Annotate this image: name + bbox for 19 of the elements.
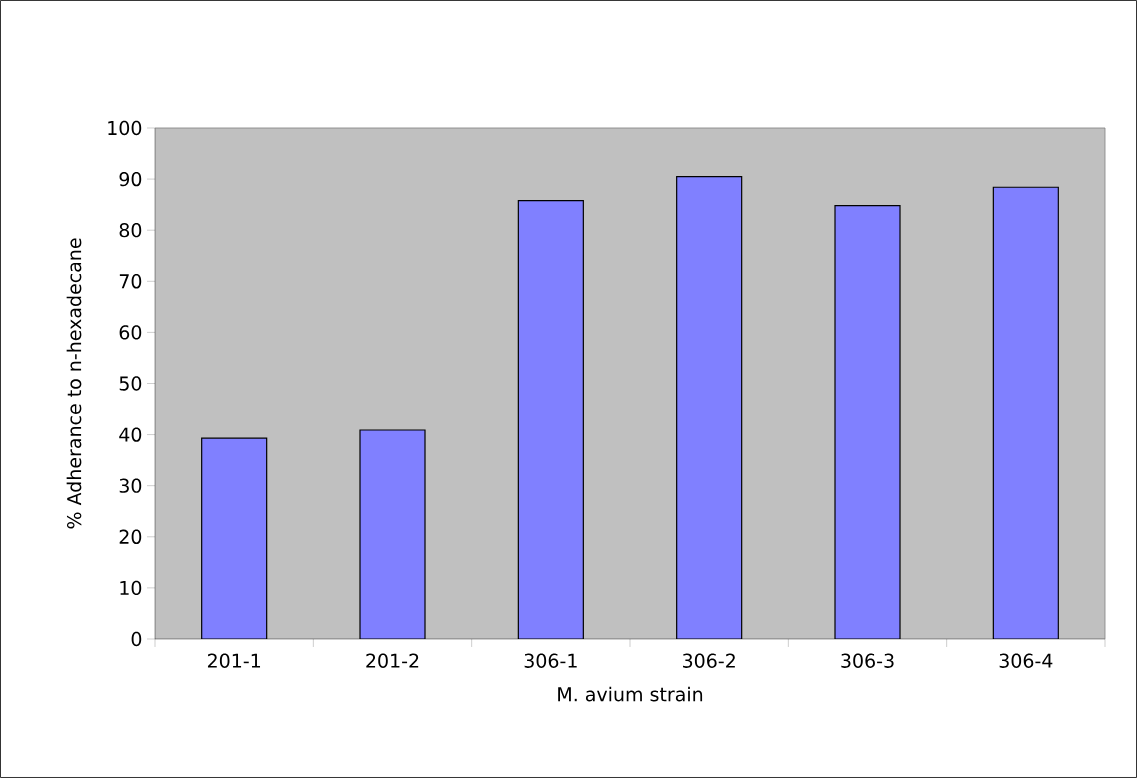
y-tick-label: 0 bbox=[131, 631, 142, 647]
x-tick-label: 306-2 bbox=[683, 653, 735, 668]
x-tick-label: 201-1 bbox=[207, 653, 261, 668]
x-tick-label: 306-4 bbox=[999, 653, 1053, 668]
y-tick-label: 100 bbox=[108, 120, 142, 136]
x-tick-label: 201-2 bbox=[366, 653, 419, 668]
y-tick-label: 60 bbox=[119, 325, 142, 340]
y-axis-title: % Adherance to n-hexadecane bbox=[66, 238, 82, 529]
y-tick-label: 50 bbox=[119, 376, 142, 391]
x-tick-label: 306-3 bbox=[841, 653, 894, 668]
y-tick-label: 80 bbox=[119, 223, 142, 238]
x-tick-label: 306-1 bbox=[524, 653, 577, 668]
y-tick-label: 70 bbox=[119, 274, 142, 289]
y-tick-label: 20 bbox=[119, 529, 142, 544]
y-tick-label: 10 bbox=[120, 580, 142, 596]
x-axis-title: M. avium strain bbox=[558, 686, 703, 702]
y-tick-label: 30 bbox=[119, 478, 142, 493]
y-tick-label: 90 bbox=[119, 171, 142, 187]
y-tick-label: 40 bbox=[119, 427, 142, 442]
